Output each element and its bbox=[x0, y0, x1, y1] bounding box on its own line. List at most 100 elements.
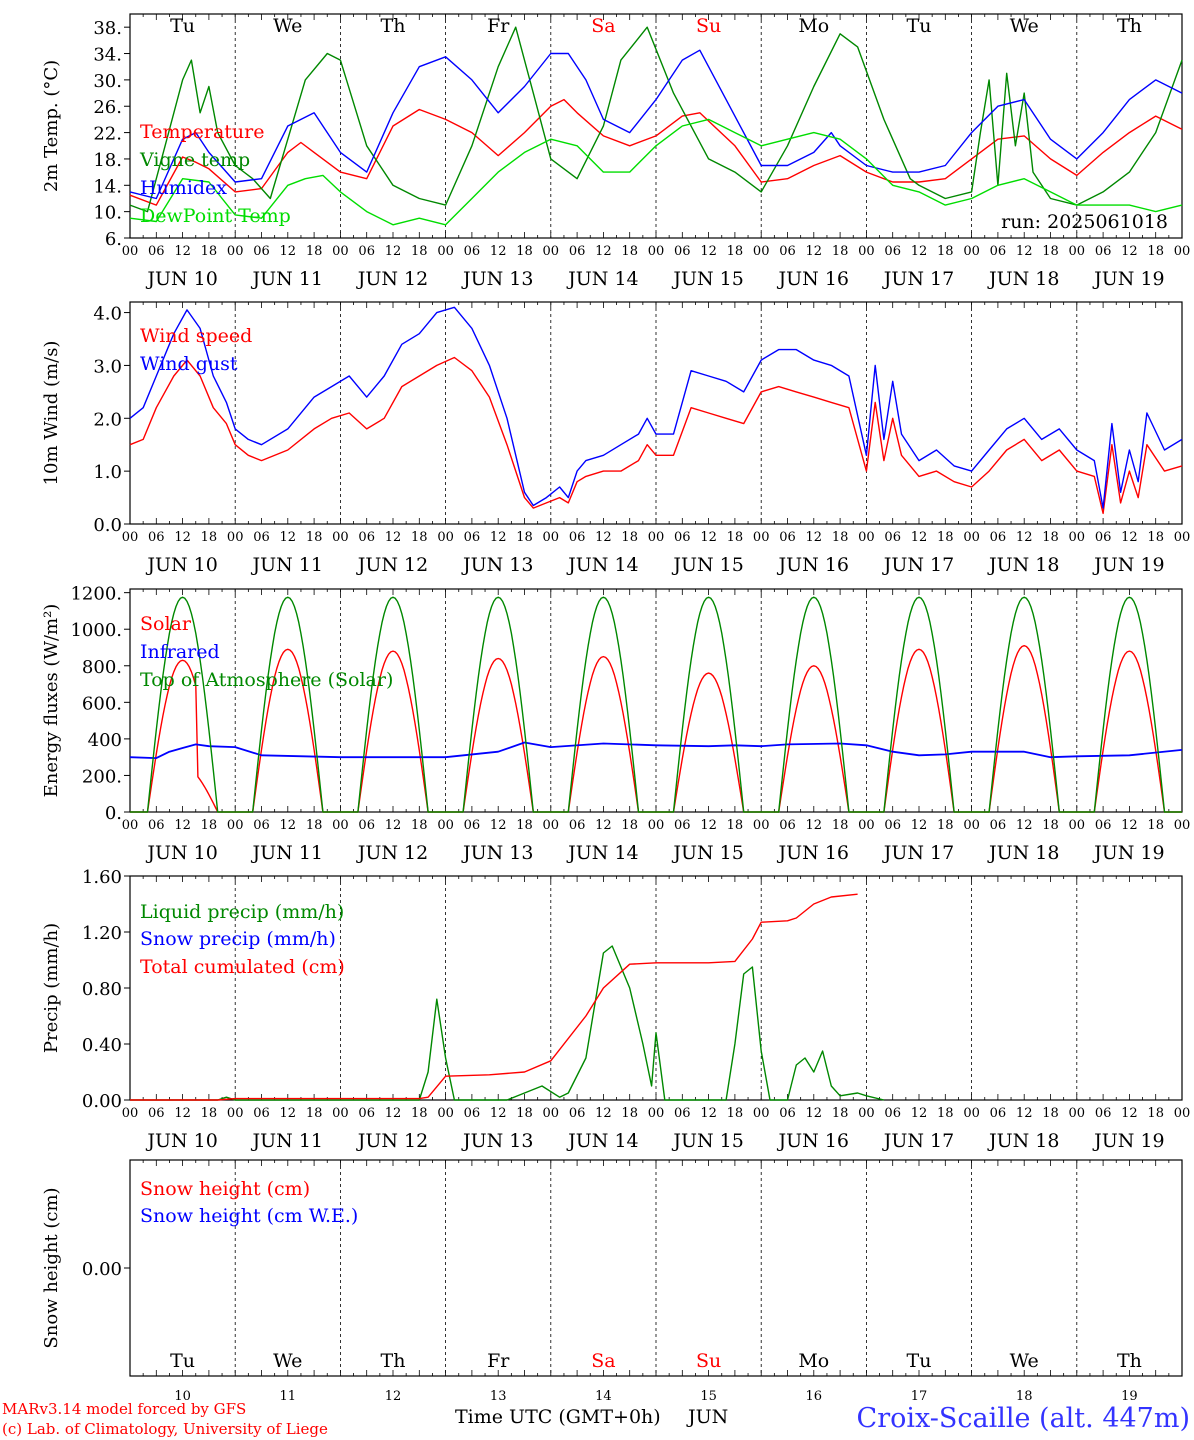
legend-entry: DewPoint Temp bbox=[140, 205, 291, 227]
y-tick-label: 800. bbox=[82, 657, 122, 678]
hour-tick-label: 12 bbox=[1121, 818, 1138, 833]
footer-credit-line: (c) Lab. of Climatology, University of L… bbox=[2, 1420, 328, 1438]
y-tick-label: 10. bbox=[93, 203, 122, 224]
panel-4: 0.00 0.40 0.80 1.20 1.60 Precip (mm/h) 00 06 12 1… bbox=[41, 867, 1190, 1152]
y-axis-label: 10m Wind (m/s) bbox=[41, 341, 62, 486]
hour-tick-label: 00 bbox=[858, 818, 875, 833]
weekday-label: We bbox=[273, 15, 302, 37]
day-number-label: 16 bbox=[806, 1389, 823, 1404]
hour-tick-label: 12 bbox=[806, 530, 823, 545]
hour-tick-label: 06 bbox=[253, 244, 270, 259]
hour-tick-label: 12 bbox=[174, 530, 191, 545]
y-tick-label: 0.00 bbox=[82, 1259, 122, 1280]
weekday-label: We bbox=[1010, 15, 1039, 37]
hour-tick-label: 00 bbox=[332, 530, 349, 545]
legend-entry: Vigne temp bbox=[139, 149, 250, 171]
weekday-label: Fr bbox=[487, 1350, 510, 1372]
day-number-label: 17 bbox=[911, 1389, 928, 1404]
series-line-1-3 bbox=[129, 49, 1183, 200]
hour-tick-label: 00 bbox=[1174, 1106, 1191, 1121]
hour-tick-label: 06 bbox=[674, 818, 691, 833]
hour-tick-label: 18 bbox=[201, 244, 218, 259]
hour-tick-label: 18 bbox=[516, 530, 533, 545]
hour-tick-label: 00 bbox=[227, 818, 244, 833]
hour-tick-label: 06 bbox=[569, 530, 586, 545]
day-label: JUN 14 bbox=[566, 554, 638, 576]
hour-tick-label: 18 bbox=[411, 818, 428, 833]
day-label: JUN 13 bbox=[461, 554, 533, 576]
hour-tick-label: 06 bbox=[779, 818, 796, 833]
day-label: JUN 15 bbox=[671, 554, 743, 576]
hour-tick-label: 12 bbox=[174, 818, 191, 833]
hour-tick-label: 18 bbox=[621, 244, 638, 259]
day-label: JUN 14 bbox=[566, 268, 638, 290]
hour-tick-label: 06 bbox=[779, 244, 796, 259]
day-label: JUN 10 bbox=[145, 842, 217, 864]
hour-tick-label: 00 bbox=[858, 244, 875, 259]
day-label: JUN 10 bbox=[145, 268, 217, 290]
hour-tick-label: 18 bbox=[1042, 1106, 1059, 1121]
hour-tick-label: 18 bbox=[201, 818, 218, 833]
hour-tick-label: 12 bbox=[595, 244, 612, 259]
hour-tick-label: 06 bbox=[569, 1106, 586, 1121]
hour-tick-label: 18 bbox=[201, 1106, 218, 1121]
hour-tick-label: 12 bbox=[385, 530, 402, 545]
footer-model-line: MARv3.14 model forced by GFS bbox=[2, 1400, 246, 1418]
y-tick-label: 0.0 bbox=[93, 515, 122, 536]
legend-entry: Solar bbox=[140, 613, 192, 635]
y-tick-label: 1.20 bbox=[82, 923, 122, 944]
hour-tick-label: 18 bbox=[411, 530, 428, 545]
day-label: JUN 17 bbox=[882, 554, 954, 576]
series-line-2-1 bbox=[129, 356, 1183, 515]
hour-tick-label: 06 bbox=[1095, 818, 1112, 833]
hour-tick-label: 18 bbox=[727, 818, 744, 833]
y-tick-label: 0.80 bbox=[82, 979, 122, 1000]
hour-tick-label: 00 bbox=[122, 244, 139, 259]
series-line-1-1 bbox=[129, 98, 1183, 206]
y-tick-label: 0.00 bbox=[82, 1091, 122, 1112]
hour-tick-label: 06 bbox=[358, 1106, 375, 1121]
y-tick-label: 34. bbox=[93, 45, 122, 66]
day-label: JUN 12 bbox=[356, 1130, 428, 1152]
hour-tick-label: 00 bbox=[332, 818, 349, 833]
hour-tick-label: 12 bbox=[700, 1106, 717, 1121]
hour-tick-label: 00 bbox=[963, 818, 980, 833]
hour-tick-label: 12 bbox=[806, 1106, 823, 1121]
hour-tick-label: 00 bbox=[858, 530, 875, 545]
weekday-label: Su bbox=[696, 1350, 721, 1372]
weekday-label: Mo bbox=[798, 1350, 829, 1372]
day-label: JUN 13 bbox=[461, 268, 533, 290]
hour-tick-label: 06 bbox=[569, 818, 586, 833]
day-label: JUN 14 bbox=[566, 842, 638, 864]
hour-tick-label: 18 bbox=[516, 1106, 533, 1121]
hour-tick-label: 00 bbox=[648, 818, 665, 833]
day-label: JUN 16 bbox=[777, 554, 849, 576]
hour-tick-label: 18 bbox=[411, 1106, 428, 1121]
day-label: JUN 12 bbox=[356, 554, 428, 576]
day-label: JUN 19 bbox=[1092, 554, 1164, 576]
day-label: JUN 17 bbox=[882, 1130, 954, 1152]
hour-tick-label: 12 bbox=[911, 244, 928, 259]
hour-tick-label: 18 bbox=[937, 244, 954, 259]
weekday-label: Su bbox=[696, 15, 721, 37]
day-label: JUN 10 bbox=[145, 1130, 217, 1152]
hour-tick-label: 12 bbox=[911, 818, 928, 833]
hour-tick-label: 12 bbox=[490, 818, 507, 833]
hour-tick-label: 12 bbox=[806, 818, 823, 833]
hour-tick-label: 00 bbox=[1069, 1106, 1086, 1121]
weekday-label: Sa bbox=[591, 1350, 615, 1372]
y-tick-label: 2.0 bbox=[93, 409, 122, 430]
hour-tick-label: 12 bbox=[595, 818, 612, 833]
hour-tick-label: 12 bbox=[280, 244, 297, 259]
weekday-label: We bbox=[1010, 1350, 1039, 1372]
hour-tick-label: 00 bbox=[963, 530, 980, 545]
hour-tick-label: 06 bbox=[779, 530, 796, 545]
hour-tick-label: 00 bbox=[753, 1106, 770, 1121]
day-label: JUN 17 bbox=[882, 268, 954, 290]
y-tick-label: 600. bbox=[82, 693, 122, 714]
hour-tick-label: 12 bbox=[385, 244, 402, 259]
day-label: JUN 19 bbox=[1092, 1130, 1164, 1152]
day-label: JUN 15 bbox=[671, 268, 743, 290]
day-label: JUN 13 bbox=[461, 1130, 533, 1152]
